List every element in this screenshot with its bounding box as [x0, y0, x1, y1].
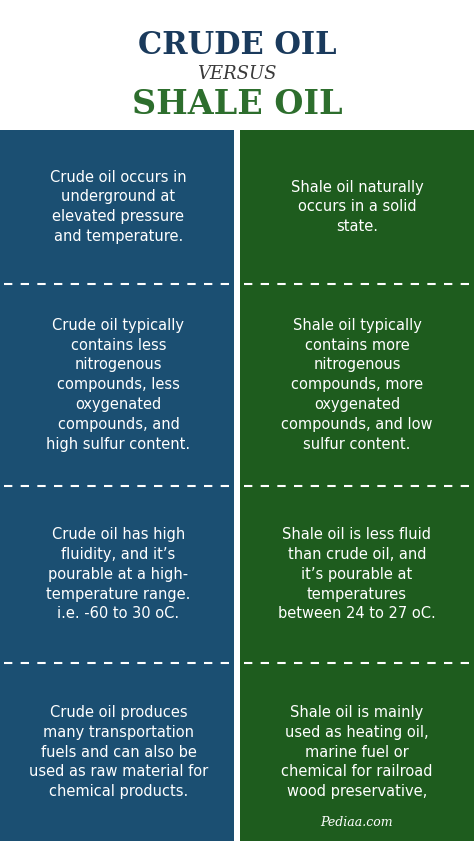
Text: Crude oil occurs in
underground at
elevated pressure
and temperature.: Crude oil occurs in underground at eleva… — [50, 170, 187, 244]
FancyBboxPatch shape — [240, 485, 474, 664]
Text: Shale oil naturally
occurs in a solid
state.: Shale oil naturally occurs in a solid st… — [291, 180, 423, 234]
FancyBboxPatch shape — [0, 485, 234, 664]
FancyBboxPatch shape — [240, 283, 474, 485]
FancyBboxPatch shape — [0, 130, 234, 283]
Text: SHALE OIL: SHALE OIL — [132, 88, 342, 121]
Text: Shale oil is mainly
used as heating oil,
marine fuel or
chemical for railroad
wo: Shale oil is mainly used as heating oil,… — [281, 705, 433, 799]
Text: CRUDE OIL: CRUDE OIL — [138, 30, 336, 61]
Text: VERSUS: VERSUS — [197, 65, 277, 83]
Text: Crude oil typically
contains less
nitrogenous
compounds, less
oxygenated
compoun: Crude oil typically contains less nitrog… — [46, 318, 191, 452]
Text: Crude oil has high
fluidity, and it’s
pourable at a high-
temperature range.
i.e: Crude oil has high fluidity, and it’s po… — [46, 527, 191, 621]
Text: Shale oil is less fluid
than crude oil, and
it’s pourable at
temperatures
betwee: Shale oil is less fluid than crude oil, … — [278, 527, 436, 621]
FancyBboxPatch shape — [240, 130, 474, 283]
FancyBboxPatch shape — [0, 283, 234, 485]
Text: Pediaa.com: Pediaa.com — [321, 817, 393, 829]
Text: Crude oil produces
many transportation
fuels and can also be
used as raw materia: Crude oil produces many transportation f… — [29, 705, 208, 799]
FancyBboxPatch shape — [240, 664, 474, 841]
Text: Shale oil typically
contains more
nitrogenous
compounds, more
oxygenated
compoun: Shale oil typically contains more nitrog… — [281, 318, 433, 452]
FancyBboxPatch shape — [0, 664, 234, 841]
